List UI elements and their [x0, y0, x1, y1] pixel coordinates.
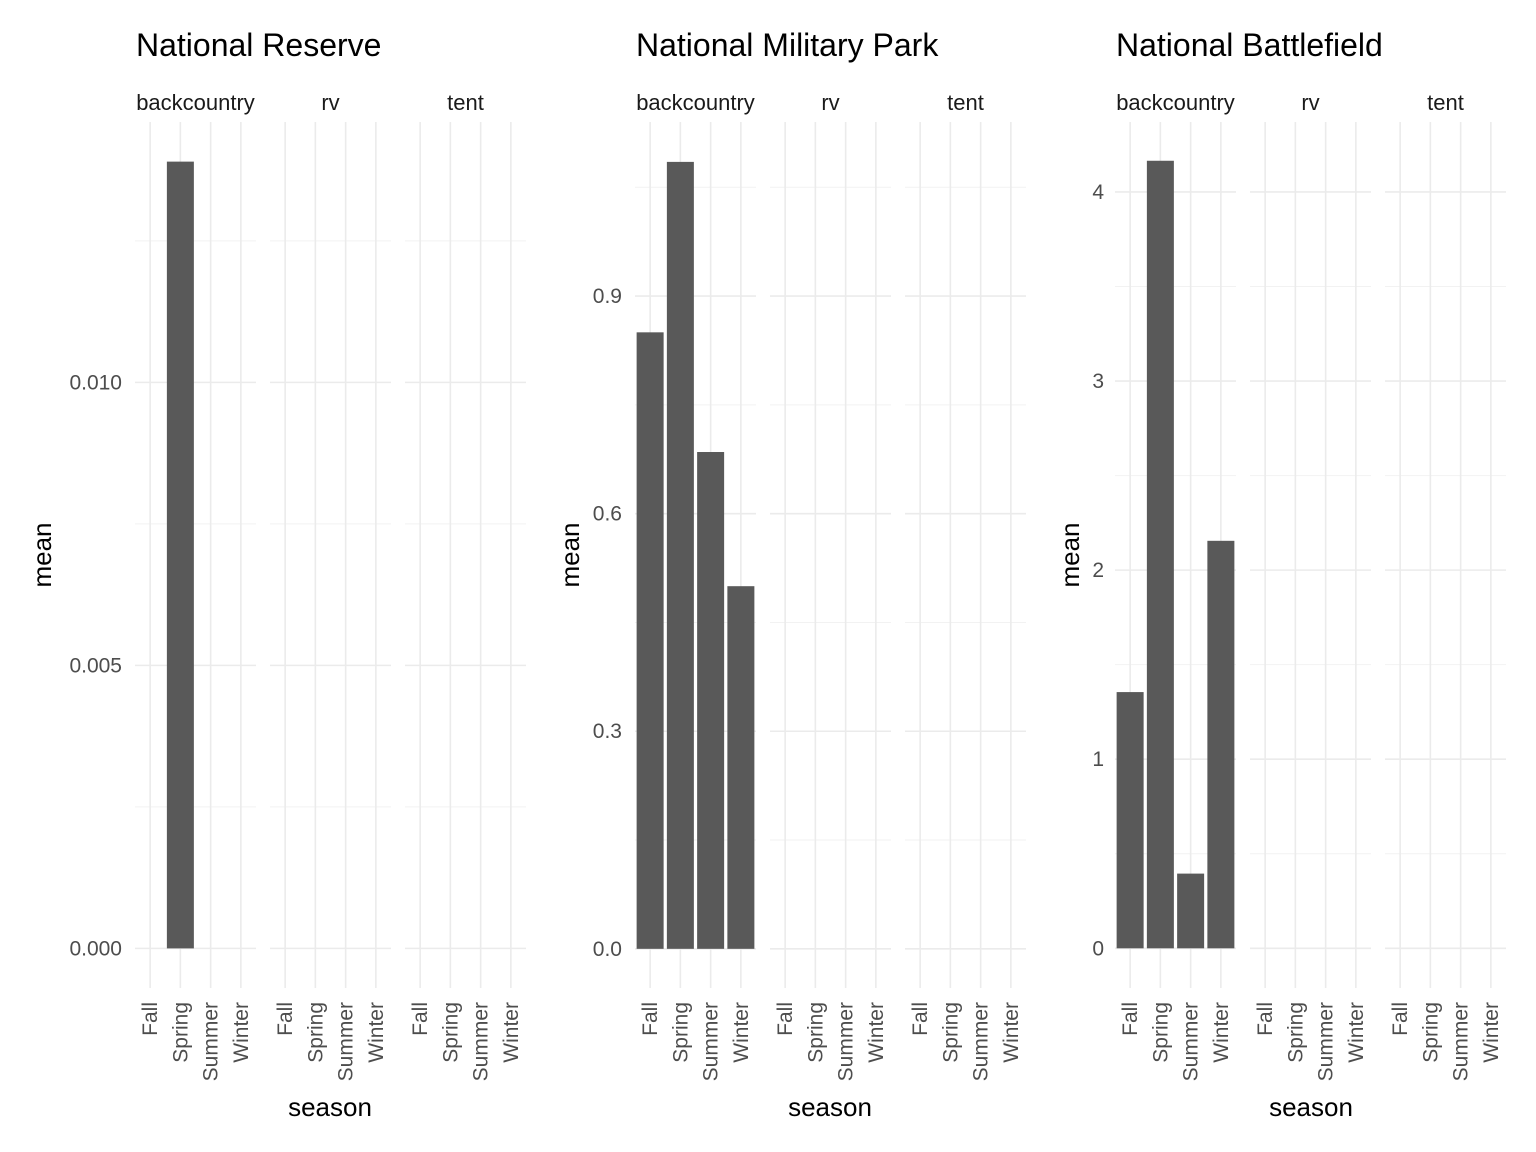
- x-tick-label: Spring: [304, 1002, 327, 1063]
- x-tick-label: Summer: [1315, 1002, 1338, 1081]
- y-tick-label: 4: [1092, 181, 1104, 204]
- x-tick-label: Summer: [700, 1002, 723, 1081]
- facet-panel-tent: tent Fall Spring Summer Winter: [405, 90, 526, 1081]
- chart-national-military-park: National Military Park mean season 0.0 0.3 0.…: [555, 27, 1026, 1122]
- x-tick-label: Spring: [439, 1002, 462, 1063]
- facet-panel-rv: rv Fall Spring Summer Winter: [270, 90, 391, 1081]
- bar-backcountry-spring: [666, 161, 694, 949]
- x-tick-label: Winter: [865, 1002, 888, 1063]
- facet-strip-label: tent: [1427, 90, 1464, 115]
- x-tick-label: Summer: [835, 1002, 858, 1081]
- x-tick-label: Fall: [1254, 1002, 1277, 1036]
- bar-backcountry-summer: [697, 452, 725, 949]
- bar-backcountry-spring: [166, 161, 194, 949]
- y-tick-label: 0.010: [69, 371, 122, 394]
- x-tick-label: Spring: [1419, 1002, 1442, 1063]
- chart-national-reserve: National Reserve mean season 0.000 0.005 0.01…: [27, 27, 526, 1122]
- bar-backcountry-winter: [1207, 540, 1235, 949]
- facet-strip-label: backcountry: [636, 90, 755, 115]
- chart-title: National Military Park: [636, 27, 939, 63]
- y-axis-title: mean: [555, 522, 585, 587]
- facet-strip-label: tent: [947, 90, 984, 115]
- x-tick-label: Winter: [1000, 1002, 1023, 1063]
- y-tick-label: 0: [1092, 937, 1104, 960]
- facet-panel-rv: rv Fall Spring Summer Winter: [1250, 90, 1371, 1081]
- x-tick-label: Fall: [1389, 1002, 1412, 1036]
- facet-strip-label: rv: [321, 90, 339, 115]
- x-tick-label: Spring: [169, 1002, 192, 1063]
- facet-strip-label: rv: [1301, 90, 1319, 115]
- y-tick-label: 0.000: [69, 937, 122, 960]
- x-tick-label: Winter: [1480, 1002, 1503, 1063]
- x-tick-label: Summer: [970, 1002, 993, 1081]
- y-axis-title: mean: [1055, 522, 1085, 587]
- facet-strip-label: tent: [447, 90, 484, 115]
- bar-backcountry-winter: [727, 586, 755, 949]
- x-tick-label: Fall: [1119, 1002, 1142, 1036]
- chart-title: National Reserve: [136, 27, 381, 63]
- x-axis-title: season: [1269, 1092, 1353, 1122]
- chart-national-battlefield: National Battlefield mean season 0 1 2 3 4 backc…: [1055, 27, 1506, 1122]
- x-axis-title: season: [288, 1092, 372, 1122]
- y-tick-label: 3: [1092, 370, 1104, 393]
- x-tick-label: Fall: [909, 1002, 932, 1036]
- bar-backcountry-spring: [1146, 160, 1174, 949]
- x-tick-label: Summer: [1450, 1002, 1473, 1081]
- x-tick-label: Spring: [804, 1002, 827, 1063]
- facet-strip-label: backcountry: [1116, 90, 1235, 115]
- y-tick-label: 2: [1092, 559, 1104, 582]
- y-tick-label: 0.0: [593, 938, 622, 961]
- x-tick-label: Fall: [774, 1002, 797, 1036]
- x-tick-label: Winter: [500, 1002, 523, 1063]
- facet-panel-rv: rv Fall Spring Summer Winter: [770, 90, 891, 1081]
- bar-backcountry-fall: [1116, 692, 1144, 949]
- x-tick-label: Summer: [470, 1002, 493, 1081]
- x-tick-label: Winter: [1345, 1002, 1368, 1063]
- x-tick-label: Summer: [200, 1002, 223, 1081]
- x-tick-label: Spring: [669, 1002, 692, 1063]
- facet-strip-label: rv: [821, 90, 839, 115]
- x-tick-label: Spring: [1149, 1002, 1172, 1063]
- x-tick-label: Spring: [1284, 1002, 1307, 1063]
- facet-strip-label: backcountry: [136, 90, 255, 115]
- x-tick-label: Winter: [730, 1002, 753, 1063]
- facet-panel-backcountry: backcountry Fall Spring Summer Winter: [635, 90, 756, 1081]
- y-axis-title: mean: [27, 522, 57, 587]
- y-tick-label: 0.6: [593, 503, 622, 526]
- x-tick-label: Fall: [274, 1002, 297, 1036]
- chart-title: National Battlefield: [1116, 27, 1383, 63]
- bar-backcountry-summer: [1177, 873, 1205, 949]
- x-tick-label: Summer: [335, 1002, 358, 1081]
- x-tick-label: Spring: [939, 1002, 962, 1063]
- facet-panel-tent: tent Fall Spring Summer Winter: [1385, 90, 1506, 1081]
- x-axis-title: season: [788, 1092, 872, 1122]
- y-tick-label: 0.9: [593, 285, 622, 308]
- x-tick-label: Fall: [139, 1002, 162, 1036]
- x-tick-label: Fall: [639, 1002, 662, 1036]
- facet-panel-backcountry: backcountry Fall Spring Summer Winter: [135, 90, 256, 1081]
- x-tick-label: Fall: [409, 1002, 432, 1036]
- y-tick-label: 1: [1092, 748, 1104, 771]
- x-tick-label: Winter: [230, 1002, 253, 1063]
- facet-panel-backcountry: backcountry Fall Spring Summer Winter: [1115, 90, 1236, 1081]
- facet-panel-tent: tent Fall Spring Summer Winter: [905, 90, 1026, 1081]
- x-tick-label: Summer: [1180, 1002, 1203, 1081]
- y-tick-label: 0.3: [593, 720, 622, 743]
- x-tick-label: Winter: [365, 1002, 388, 1063]
- bar-backcountry-fall: [636, 332, 664, 949]
- x-tick-label: Winter: [1210, 1002, 1233, 1063]
- y-tick-label: 0.005: [69, 654, 122, 677]
